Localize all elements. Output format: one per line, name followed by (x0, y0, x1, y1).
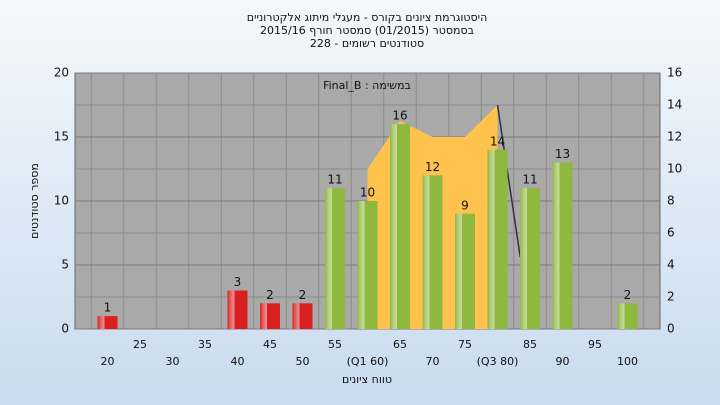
title-line: סטודנטים רשומים - 228 (310, 37, 424, 50)
y2-tick-label: 10 (667, 162, 682, 176)
bar-shine (422, 175, 443, 329)
bar-shine (390, 124, 410, 329)
bar-shine (325, 188, 345, 329)
bar-shine (552, 162, 573, 329)
bar-shine (520, 188, 540, 329)
title-line: בסמסטר (01/2015) סמסטר חורף 2015/16 (260, 24, 474, 37)
x-axis-label: טווח ציונים (342, 373, 392, 386)
bar-shine (617, 303, 638, 329)
x-tick-label: 85 (523, 338, 537, 351)
value-label: 16 (392, 109, 407, 123)
annotation: במשימה : Final_B (323, 79, 411, 92)
x-tick-label: 50 (296, 355, 310, 368)
bar-shine (487, 149, 508, 329)
x-tick-label: 65 (393, 338, 407, 351)
y-tick-label: 15 (54, 130, 69, 144)
y2-tick-label: 2 (667, 290, 675, 304)
bar-shine (97, 316, 118, 329)
y-tick-label: 0 (61, 322, 69, 336)
x-tick-label: (Q3 80) (477, 355, 519, 368)
value-label: 3 (234, 275, 242, 289)
x-tick-label: 100 (617, 355, 638, 368)
value-label: 2 (299, 288, 307, 302)
y2-tick-label: 6 (667, 226, 675, 240)
x-tick-label: (Q1 60) (347, 355, 389, 368)
x-tick-label: 55 (328, 338, 342, 351)
value-label: 2 (624, 288, 632, 302)
x-tick-label: 70 (426, 355, 440, 368)
y-tick-label: 20 (54, 66, 69, 80)
bar-shine (455, 213, 475, 329)
x-tick-label: 20 (101, 355, 115, 368)
x-tick-label: 30 (166, 355, 180, 368)
y-tick-label: 5 (61, 258, 69, 272)
x-tick-label: 40 (231, 355, 245, 368)
y2-tick-label: 14 (667, 98, 682, 112)
marks: 0 5 10 15 20 0 2 4 6 8 10 12 14 16 20 1 25 30 35 40 3 45 2 50 2 5… (54, 66, 683, 369)
value-label: 10 (360, 186, 375, 200)
y2-tick-label: 16 (667, 66, 682, 80)
value-label: 1 (104, 301, 112, 315)
bar-shine (292, 303, 313, 329)
bar-shine (260, 303, 280, 329)
bar-shine (357, 201, 378, 329)
y-tick-label: 10 (54, 194, 69, 208)
value-label: 14 (490, 134, 505, 148)
y2-tick-label: 0 (667, 322, 675, 336)
value-label: 13 (555, 147, 570, 161)
value-label: 9 (461, 198, 469, 212)
x-tick-label: 35 (198, 338, 212, 351)
value-label: 2 (266, 288, 274, 302)
y2-tick-label: 4 (667, 258, 675, 272)
line (496, 104, 521, 258)
x-tick-label: 45 (263, 338, 277, 351)
x-tick-label: 25 (133, 338, 147, 351)
y-axis-label: מספר סטודנטים (28, 163, 41, 239)
y2-tick-label: 12 (667, 130, 682, 144)
bar-shine (227, 290, 248, 329)
x-tick-label: 95 (588, 338, 602, 351)
value-label: 11 (522, 173, 537, 187)
title-line: היסטוגרמת ציונים בקורס - מעגלי מיתוג אלק… (247, 11, 488, 24)
x-tick-label: 75 (458, 338, 472, 351)
y2-tick-label: 8 (667, 194, 675, 208)
value-label: 11 (327, 173, 342, 187)
x-tick-label: 90 (556, 355, 570, 368)
value-label: 12 (425, 160, 440, 174)
